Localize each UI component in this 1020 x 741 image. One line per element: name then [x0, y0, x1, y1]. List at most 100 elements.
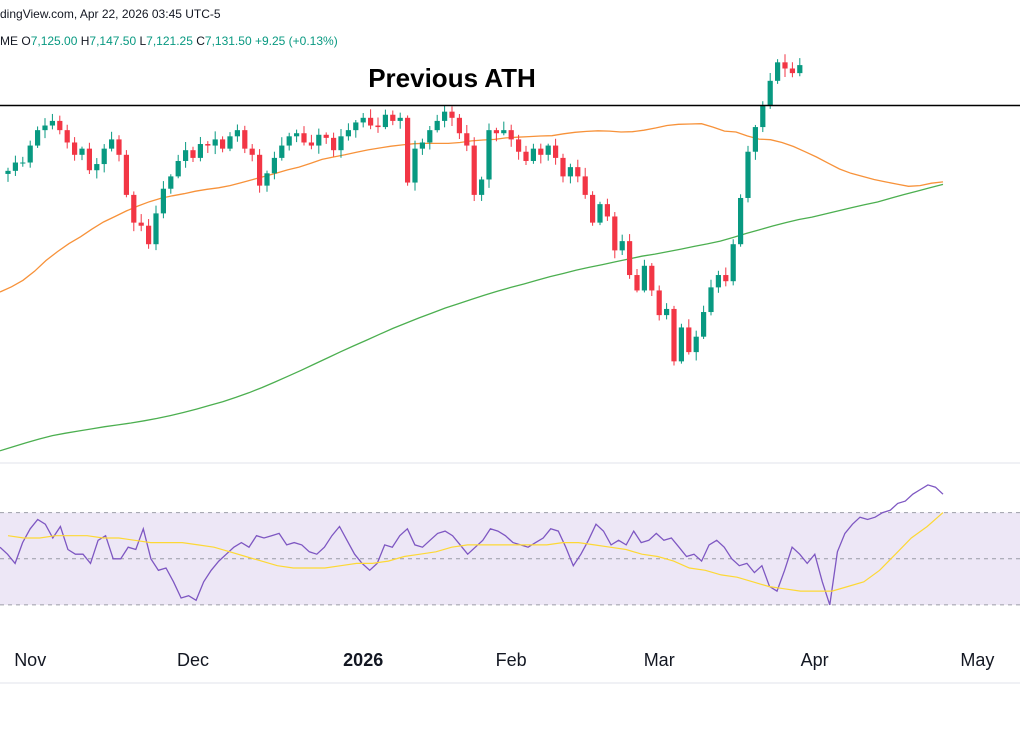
- candle: [27, 140, 33, 168]
- candle: [634, 268, 640, 293]
- candle: [220, 136, 226, 153]
- candle: [308, 134, 314, 150]
- candle-body: [693, 336, 699, 353]
- rsi-ma-line: [7, 512, 944, 592]
- candle: [538, 143, 544, 164]
- high-value: 7,147.50: [89, 34, 137, 48]
- candle: [715, 270, 721, 293]
- chart-source-header: dingView.com, Apr 22, 2026 03:45 UTC-5: [0, 7, 221, 21]
- candle-body: [20, 162, 26, 164]
- candle: [271, 151, 277, 180]
- x-tick-label: May: [960, 650, 994, 670]
- candle-body: [160, 188, 166, 214]
- candle: [456, 114, 462, 139]
- candle-body: [79, 148, 85, 155]
- candle-body: [775, 62, 781, 81]
- candle: [708, 279, 714, 316]
- candle-body: [368, 117, 374, 126]
- candle: [197, 136, 203, 162]
- candle-body: [94, 164, 100, 171]
- candle-body: [604, 204, 610, 217]
- candle-body: [582, 176, 588, 195]
- candle: [86, 142, 92, 174]
- candle-body: [767, 80, 773, 106]
- candle-body: [427, 130, 433, 143]
- candle: [767, 73, 773, 109]
- candle-body: [360, 117, 366, 123]
- candle-body: [752, 127, 758, 152]
- ma-50-line: [0, 123, 944, 293]
- candle-body: [516, 139, 522, 152]
- high-label: H: [80, 34, 90, 48]
- candle: [234, 124, 240, 142]
- candle-body: [271, 157, 277, 174]
- candle: [227, 132, 233, 152]
- candle: [338, 128, 344, 158]
- candle-body: [375, 125, 381, 128]
- candle: [345, 123, 351, 141]
- ohlc-legend: ME O7,125.00 H7,147.50 L7,121.25 C7,131.…: [0, 34, 338, 48]
- candle-body: [190, 150, 196, 158]
- candle-body: [205, 144, 211, 146]
- candles: [5, 54, 803, 366]
- candle: [612, 212, 618, 259]
- candle: [294, 129, 300, 143]
- previous-ath-label: Previous ATH: [368, 63, 536, 93]
- candle-body: [538, 148, 544, 155]
- candle: [693, 330, 699, 361]
- candle: [160, 181, 166, 219]
- candle-body: [234, 130, 240, 137]
- rsi-pane: [0, 484, 1020, 606]
- candle-body: [782, 62, 788, 69]
- candle: [79, 146, 85, 161]
- candle-body: [5, 170, 11, 174]
- candle-body: [294, 133, 300, 137]
- candle: [94, 158, 100, 179]
- candle-body: [49, 120, 55, 126]
- candle-body: [678, 327, 684, 362]
- candle: [323, 132, 329, 144]
- candle: [442, 105, 448, 128]
- candle-body: [345, 130, 351, 137]
- candle-body: [530, 148, 536, 161]
- x-tick-label: Dec: [177, 650, 209, 670]
- candle: [464, 125, 470, 152]
- candle-body: [153, 213, 159, 245]
- low-value: 7,121.25: [146, 34, 193, 48]
- candle: [553, 138, 559, 165]
- candle: [390, 110, 396, 126]
- candle: [109, 131, 115, 152]
- candle-body: [419, 142, 425, 149]
- x-tick-label: 2026: [343, 650, 383, 670]
- candle-body: [486, 130, 492, 180]
- moving-averages: [0, 123, 944, 452]
- candle: [560, 153, 566, 183]
- candle: [264, 170, 270, 192]
- candle-body: [590, 194, 596, 223]
- candle-body: [12, 162, 18, 171]
- candle-body: [493, 130, 499, 134]
- candle-body: [664, 308, 670, 316]
- candle: [782, 54, 788, 77]
- candle-body: [730, 244, 736, 282]
- candle-body: [109, 139, 115, 149]
- candle-body: [86, 148, 92, 171]
- candle-body: [434, 120, 440, 131]
- candle: [257, 149, 263, 193]
- candle: [619, 234, 625, 256]
- candle-body: [442, 111, 448, 121]
- ma-200-line: [0, 183, 944, 452]
- candle-body: [138, 222, 144, 226]
- candle: [545, 143, 551, 161]
- candle-body: [789, 68, 795, 74]
- candle-body: [575, 167, 581, 177]
- candle-body: [123, 154, 129, 195]
- candle-body: [612, 216, 618, 251]
- candle: [12, 155, 18, 176]
- candle: [242, 125, 248, 154]
- candle: [789, 62, 795, 78]
- candle: [582, 167, 588, 199]
- candle-body: [257, 154, 263, 186]
- candle-body: [212, 139, 218, 146]
